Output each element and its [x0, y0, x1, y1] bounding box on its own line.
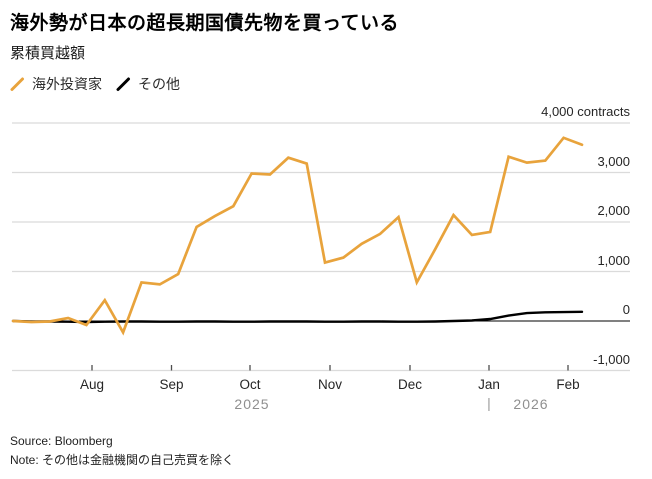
year-label-2026: 2026 — [513, 396, 549, 412]
y-axis-label-3000: 3,000 — [597, 153, 630, 169]
legend-label-foreign-investors: 海外投資家 — [32, 76, 102, 92]
note-line: Note: その他は金融機関の自己売買を除く — [10, 452, 235, 467]
chart-footer: Source: Bloomberg Note: その他は金融機関の自己売買を除く — [10, 432, 234, 469]
chart-legend: 海外投資家 その他 — [10, 74, 180, 94]
year-separator: | — [487, 395, 491, 411]
y-axis-label-0: 0 — [622, 302, 630, 317]
x-axis-label-dec: Dec — [397, 377, 422, 392]
y-axis-label-2000: 2,000 — [597, 203, 630, 218]
y-axis-label-4000: 4,000 contracts — [541, 104, 630, 119]
legend-item-others: その他 — [116, 74, 180, 94]
x-axis-label-oct: Oct — [239, 377, 261, 392]
year-label-2025: 2025 — [234, 396, 270, 412]
y-axis-label-1000: 1,000 — [597, 252, 630, 268]
x-axis-label-nov: Nov — [317, 377, 342, 392]
x-axis-label-sep: Sep — [159, 377, 184, 392]
y-axis-label-neg1000: -1,000 — [593, 351, 630, 367]
chart-subtitle: 累積買越額 — [10, 45, 86, 62]
x-axis-label-jan: Jan — [478, 377, 500, 392]
legend-item-foreign-investors: 海外投資家 — [10, 74, 102, 94]
source-line: Source: Bloomberg — [10, 434, 113, 448]
legend-label-others: その他 — [138, 76, 180, 92]
black-slash-icon — [116, 77, 131, 92]
chart-title: 海外勢が日本の超長期国債先物を買っている — [10, 13, 400, 34]
orange-slash-icon — [10, 77, 25, 92]
x-axis-label-aug: Aug — [79, 377, 105, 392]
x-axis-label-feb: Feb — [556, 377, 580, 392]
